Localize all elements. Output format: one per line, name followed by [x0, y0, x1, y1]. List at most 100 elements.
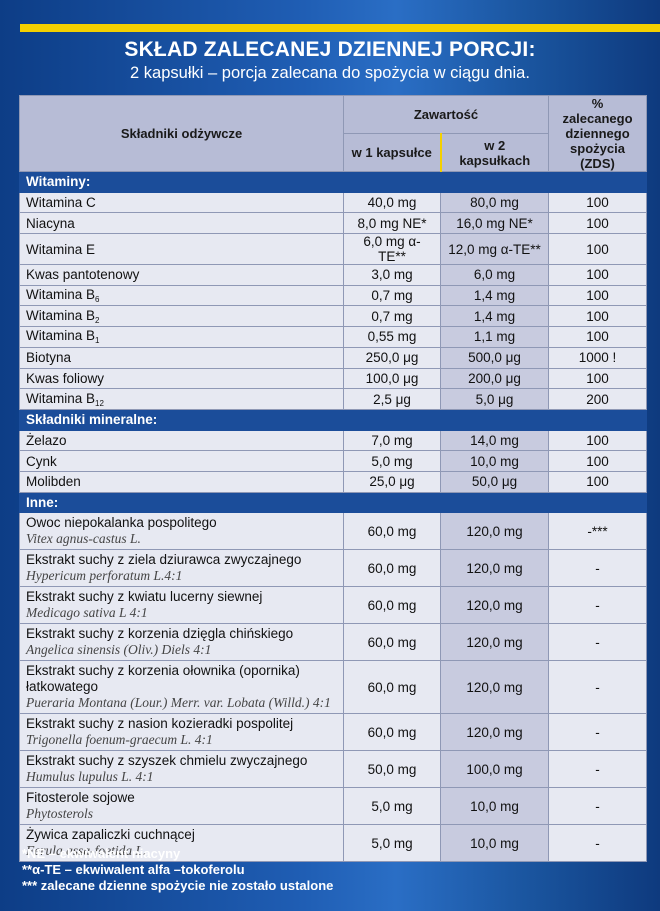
nutrient-subscript: 1	[95, 336, 100, 346]
nutrient-cell: Ekstrakt suchy z ziela dziurawca zwyczaj…	[19, 549, 344, 588]
table-row: Ekstrakt suchy z korzenia ołownika (opor…	[19, 660, 647, 715]
nutrient-name: Ekstrakt suchy z szyszek chmielu zwyczaj…	[26, 753, 308, 769]
amount-per-1-capsule: 60,0 mg	[343, 660, 441, 715]
amount-per-2-capsules: 50,0 μg	[440, 470, 549, 493]
nutrient-name: Ekstrakt suchy z kwiatu lucerny siewnej	[26, 589, 263, 605]
nutrient-name: Kwas pantotenowy	[26, 267, 140, 283]
nutrient-cell: Żelazo	[19, 429, 344, 452]
table-row: Witamina B12 2,5 μg 5,0 μg 200	[19, 388, 647, 410]
nutrient-name: Cynk	[26, 453, 57, 469]
rws-percent: -	[548, 750, 647, 789]
amount-per-1-capsule: 60,0 mg	[343, 549, 441, 588]
table-row: Molibden 25,0 μg 50,0 μg 100	[19, 470, 647, 493]
rws-percent: 100	[548, 429, 647, 452]
nutrient-cell: Witamina B2	[19, 305, 344, 328]
latin-name: Phytosterols	[26, 806, 93, 822]
table-row: Żywica zapaliczki cuchnącej Ferula assa-f…	[19, 824, 647, 863]
latin-name: Angelica sinensis (Oliv.) Diels 4:1	[26, 642, 212, 658]
page-subtitle: 2 kapsułki – porcja zalecana do spożycia…	[130, 64, 530, 82]
table-row: Ekstrakt suchy z ziela dziurawca zwyczaj…	[19, 549, 647, 588]
rws-percent: -	[548, 586, 647, 625]
rws-percent: 100	[548, 212, 647, 235]
table-row: Witamina C 40,0 mg 80,0 mg 100	[19, 191, 647, 214]
nutrient-cell: Owoc niepokalanka pospolitego Vitex agnus…	[19, 512, 344, 551]
table-row: Ekstrakt suchy z szyszek chmielu zwyczaj…	[19, 750, 647, 789]
nutrient-cell: Ekstrakt suchy z kwiatu lucerny siewnej M…	[19, 586, 344, 625]
table-row: Ekstrakt suchy z korzenia dzięgla chińsk…	[19, 623, 647, 662]
nutrition-table: Składniki odżywcze Zawartość % zalecaneg…	[19, 95, 647, 863]
latin-name: Pueraria Montana (Lour.) Merr. var. Loba…	[26, 695, 331, 711]
table-row: Cynk 5,0 mg 10,0 mg 100	[19, 450, 647, 472]
table-row: Fitosterole sojowe Phytosterols 5,0 mg 10,0…	[19, 787, 647, 826]
table-row: Owoc niepokalanka pospolitego Vitex agnus…	[19, 512, 647, 551]
nutrient-cell: Witamina B12	[19, 388, 344, 410]
section-label: Składniki mineralne:	[19, 408, 647, 431]
nutrient-cell: Niacyna	[19, 212, 344, 235]
nutrient-cell: Witamina E	[19, 233, 344, 266]
amount-per-1-capsule: 5,0 mg	[343, 787, 441, 826]
nutrient-name: Żelazo	[26, 432, 67, 448]
header-content: Zawartość	[343, 95, 549, 134]
rws-percent: 200	[548, 388, 647, 410]
amount-per-2-capsules: 120,0 mg	[440, 512, 549, 551]
amount-per-2-capsules: 120,0 mg	[440, 623, 549, 662]
nutrient-name: Witamina B	[26, 287, 96, 303]
table-row: Witamina B2 0,7 mg 1,4 mg 100	[19, 305, 647, 328]
nutrient-name: Biotyna	[26, 350, 72, 366]
rws-percent: -***	[548, 512, 647, 551]
table-row: Ekstrakt suchy z nasion kozieradki pospo…	[19, 713, 647, 752]
amount-per-2-capsules: 120,0 mg	[440, 586, 549, 625]
section-row-other: Inne:	[19, 491, 647, 514]
nutrient-cell: Witamina B1	[19, 326, 344, 348]
table-row: Żelazo 7,0 mg 14,0 mg 100	[19, 429, 647, 452]
latin-name: Hypericum perforatum L.4:1	[26, 568, 183, 584]
amount-per-1-capsule: 0,7 mg	[343, 284, 441, 307]
nutrient-name: Witamina B	[26, 390, 96, 406]
amount-per-1-capsule: 7,0 mg	[343, 429, 441, 452]
amount-per-2-capsules: 120,0 mg	[440, 660, 549, 715]
nutrient-name: Ekstrakt suchy z korzenia dzięgla chińsk…	[26, 626, 294, 642]
section-label: Witaminy:	[19, 171, 647, 193]
rws-percent: 100	[548, 191, 647, 214]
footnote-ate: **α-TE – ekwiwalent alfa –tokoferolu	[22, 862, 245, 877]
amount-per-1-capsule: 0,55 mg	[343, 326, 441, 348]
amount-per-1-capsule: 60,0 mg	[343, 713, 441, 752]
nutrient-subscript: 12	[95, 398, 104, 408]
amount-per-2-capsules: 500,0 μg	[440, 346, 549, 369]
nutrient-name: Witamina B	[26, 328, 96, 344]
header-per-2-capsules: w 2 kapsułkach	[440, 133, 549, 172]
nutrient-name: Molibden	[26, 474, 81, 490]
latin-name: Humulus lupulus L. 4:1	[26, 769, 154, 785]
latin-name: Medicago sativa L 4:1	[26, 605, 148, 621]
page-title: SKŁAD ZALECANEJ DZIENNEJ PORCJI:	[124, 38, 536, 61]
nutrient-name: Niacyna	[26, 215, 75, 231]
amount-per-2-capsules: 10,0 mg	[440, 824, 549, 863]
table-row: Witamina B6 0,7 mg 1,4 mg 100	[19, 284, 647, 307]
section-label: Inne:	[19, 491, 647, 514]
nutrient-cell: Cynk	[19, 450, 344, 472]
amount-per-1-capsule: 60,0 mg	[343, 512, 441, 551]
nutrient-cell: Ekstrakt suchy z korzenia ołownika (opor…	[19, 660, 344, 715]
amount-per-1-capsule: 5,0 mg	[343, 450, 441, 472]
amount-per-1-capsule: 8,0 mg NE*	[343, 212, 441, 235]
rws-percent: 100	[548, 264, 647, 286]
amount-per-1-capsule: 6,0 mg α-TE**	[343, 233, 441, 266]
amount-per-2-capsules: 6,0 mg	[440, 264, 549, 286]
amount-per-2-capsules: 10,0 mg	[440, 787, 549, 826]
amount-per-1-capsule: 25,0 μg	[343, 470, 441, 493]
amount-per-2-capsules: 10,0 mg	[440, 450, 549, 472]
header-rws: % zalecanego dziennego spożycia (ZDS)	[548, 95, 647, 172]
amount-per-2-capsules: 1,4 mg	[440, 284, 549, 307]
nutrient-cell: Biotyna	[19, 346, 344, 369]
footnote-rws: *** zalecane dzienne spożycie nie został…	[22, 878, 334, 893]
amount-per-1-capsule: 60,0 mg	[343, 623, 441, 662]
table-row: Niacyna 8,0 mg NE* 16,0 mg NE* 100	[19, 212, 647, 235]
amount-per-1-capsule: 40,0 mg	[343, 191, 441, 214]
rws-percent: -	[548, 787, 647, 826]
section-row-minerals: Składniki mineralne:	[19, 408, 647, 431]
nutrient-subscript: 6	[95, 295, 100, 305]
rws-percent: 100	[548, 450, 647, 472]
rws-percent: 100	[548, 233, 647, 266]
table-row: Ekstrakt suchy z kwiatu lucerny siewnej M…	[19, 586, 647, 625]
table-row: Witamina E 6,0 mg α-TE** 12,0 mg α-TE** 100	[19, 233, 647, 266]
